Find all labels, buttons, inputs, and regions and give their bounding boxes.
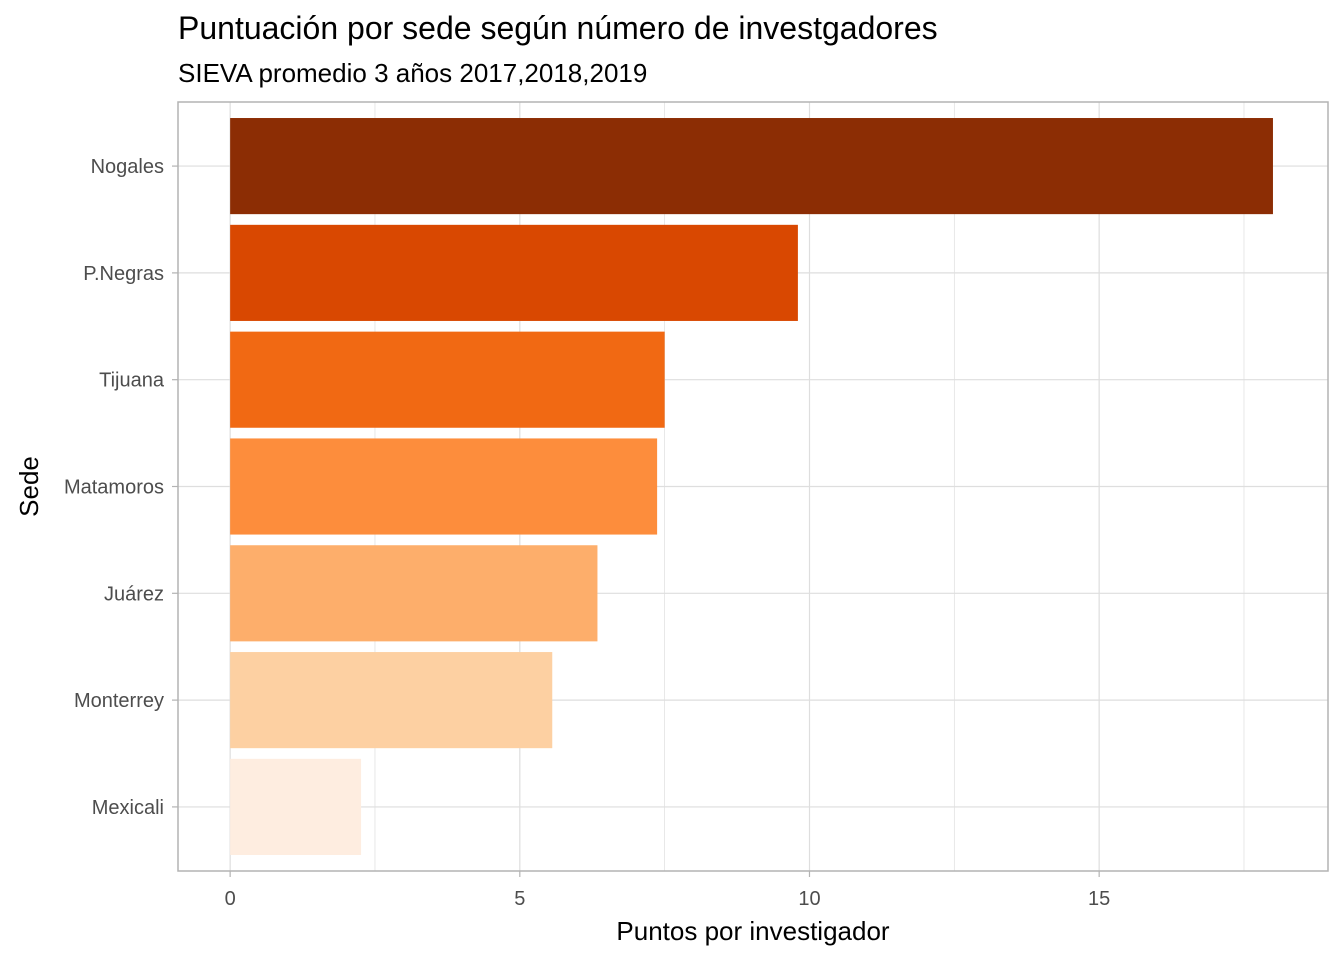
chart-title: Puntuación por sede según número de inve… bbox=[178, 10, 938, 46]
bar-monterrey bbox=[230, 652, 553, 749]
y-tick-label: Nogales bbox=[91, 156, 164, 178]
bar-tijuana bbox=[230, 331, 665, 428]
y-tick-label: Mexicali bbox=[92, 797, 164, 819]
y-tick-label: Tijuana bbox=[99, 370, 165, 392]
chart-subtitle: SIEVA promedio 3 años 2017,2018,2019 bbox=[178, 58, 648, 88]
y-tick-label: Juárez bbox=[104, 583, 164, 605]
axes: Nogales P.Negras Tijuana Matamoros Juárez Mon… bbox=[64, 156, 1110, 910]
bar-matamoros bbox=[230, 438, 658, 535]
bar-mexicali bbox=[230, 758, 362, 855]
x-tick-label: 10 bbox=[798, 888, 820, 910]
x-tick-label: 5 bbox=[514, 888, 525, 910]
x-tick-label: 15 bbox=[1088, 888, 1110, 910]
x-tick-label: 0 bbox=[225, 888, 236, 910]
y-tick-label: P.Negras bbox=[83, 263, 164, 285]
y-tick-label: Matamoros bbox=[64, 477, 164, 499]
y-axis-title: Sede bbox=[14, 456, 44, 517]
bar-p-negras bbox=[230, 224, 798, 321]
x-axis-title: Puntos por investigador bbox=[616, 916, 890, 946]
bar-nogales bbox=[230, 118, 1273, 215]
bar-ju-rez bbox=[230, 545, 598, 642]
bars bbox=[230, 118, 1273, 855]
y-tick-label: Monterrey bbox=[74, 690, 164, 712]
